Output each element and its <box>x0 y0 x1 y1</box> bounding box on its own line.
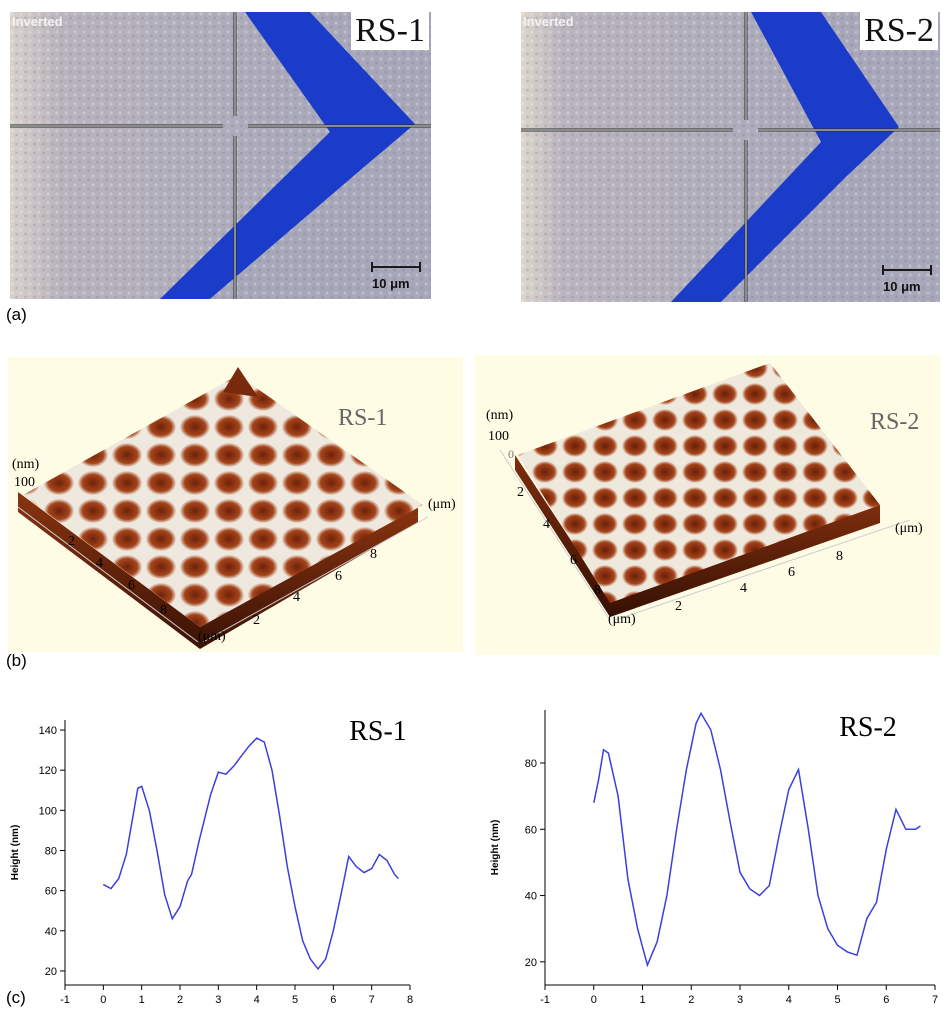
x-axis-tick: 8 <box>836 549 843 564</box>
y-axis-tick: 6 <box>128 578 135 593</box>
x-tick-label: 3 <box>737 994 743 1005</box>
x-tick-label: 5 <box>834 994 840 1005</box>
x-tick-label: 2 <box>177 994 183 1005</box>
chart-title: RS-2 <box>839 712 897 743</box>
afm-label: RS-2 <box>870 409 920 435</box>
micrograph-rs1-image <box>10 12 431 299</box>
x-tick-label: 6 <box>330 994 336 1005</box>
y-tick-label: 60 <box>45 886 57 898</box>
x-tick-label: 4 <box>786 994 792 1005</box>
x-tick-label: 6 <box>883 994 889 1005</box>
y-axis-tick: 8 <box>160 603 167 618</box>
micrograph-rs1: Inverted RS-1 10 μm <box>10 12 431 299</box>
panel-letter-c: (c) <box>6 988 26 1007</box>
y-axis-unit: (μm) <box>198 629 226 644</box>
x-tick-label: -1 <box>540 994 550 1005</box>
y-axis-tick: 2 <box>68 534 75 549</box>
z-axis-unit: (nm) <box>12 457 40 472</box>
afm-label: RS-1 <box>338 405 388 431</box>
y-tick-label: 20 <box>45 966 57 978</box>
y-tick-label: 20 <box>525 957 537 969</box>
x-tick-label: 0 <box>591 994 597 1005</box>
x-axis-tick: 2 <box>253 613 260 628</box>
y-axis-label: Height (nm) <box>490 820 501 876</box>
mode-label: Inverted <box>12 14 63 29</box>
y-tick-label: 80 <box>45 845 57 857</box>
profile-chart-rs2: -10123456720406080Plane (μm)Height (nm)R… <box>480 700 940 1005</box>
x-tick-label: 7 <box>932 994 938 1005</box>
y-tick-label: 40 <box>45 926 57 938</box>
afm-3d-rs2: RS-2 (nm) 100 0 2 4 6 8 (μm) 2 4 6 8 (μm… <box>470 355 940 655</box>
height-profile-line <box>593 711 921 968</box>
z-axis-tick: 100 <box>14 475 35 490</box>
profile-chart-rs1: -101234567820406080100120140Plane (μm)He… <box>0 700 460 1005</box>
profile-chart-rs2-svg: -10123456720406080Plane (μm)Height (nm)R… <box>490 710 938 1005</box>
y-tick-label: 140 <box>39 725 57 737</box>
afm-3d-rs1: RS-1 (nm) 100 2 4 6 8 (μm) 2 4 6 8 (μm) <box>8 357 463 652</box>
height-profile-line <box>102 737 400 971</box>
x-tick-label: 4 <box>254 994 260 1005</box>
x-tick-label: 8 <box>407 994 413 1005</box>
y-axis-tick: 8 <box>594 583 601 598</box>
y-axis-tick: 4 <box>543 517 550 532</box>
y-axis-unit: (μm) <box>608 612 636 627</box>
y-tick-label: 80 <box>525 758 537 770</box>
x-tick-label: 5 <box>292 994 298 1005</box>
scale-bar-label: 10 μm <box>372 276 410 291</box>
z-axis-tick-zero: 0 <box>508 447 514 461</box>
afm-3d-rs1-image <box>8 357 463 652</box>
profile-chart-rs1-svg: -101234567820406080100120140Plane (μm)He… <box>10 716 413 1005</box>
y-tick-label: 100 <box>39 805 57 817</box>
x-axis-tick: 8 <box>370 547 377 562</box>
x-tick-label: 1 <box>139 994 145 1005</box>
x-axis-unit: (μm) <box>895 521 923 536</box>
x-tick-label: 2 <box>688 994 694 1005</box>
x-axis-unit: (μm) <box>428 497 456 512</box>
x-axis-tick: 2 <box>675 599 682 614</box>
y-axis-tick: 2 <box>517 485 524 500</box>
mode-label: Inverted <box>523 14 574 29</box>
y-tick-label: 120 <box>39 765 57 777</box>
z-axis-unit: (nm) <box>486 408 514 423</box>
chart-title: RS-1 <box>349 716 407 747</box>
x-tick-label: 0 <box>100 994 106 1005</box>
panel-letter-b: (b) <box>6 651 27 670</box>
micrograph-rs2: Inverted RS-2 10 μm <box>521 12 940 302</box>
y-axis-tick: 6 <box>570 553 577 568</box>
x-axis-tick: 6 <box>788 565 795 580</box>
y-tick-label: 60 <box>525 824 537 836</box>
x-axis-tick: 6 <box>335 569 342 584</box>
y-tick-label: 40 <box>525 891 537 903</box>
y-axis-tick: 4 <box>96 556 103 571</box>
y-axis-label: Height (nm) <box>10 825 21 881</box>
afm-3d-rs2-image <box>475 355 940 655</box>
z-axis-tick: 100 <box>488 429 509 444</box>
panel-letter-a: (a) <box>6 305 27 324</box>
image-label: RS-2 <box>860 12 938 50</box>
x-axis-tick: 4 <box>293 590 300 605</box>
x-tick-label: 1 <box>639 994 645 1005</box>
scale-bar-label: 10 μm <box>883 279 921 294</box>
x-tick-label: -1 <box>60 994 70 1005</box>
x-axis-tick: 4 <box>740 581 747 596</box>
x-tick-label: 3 <box>215 994 221 1005</box>
x-tick-label: 7 <box>369 994 375 1005</box>
micrograph-rs2-image <box>521 12 940 302</box>
image-label: RS-1 <box>351 12 429 50</box>
